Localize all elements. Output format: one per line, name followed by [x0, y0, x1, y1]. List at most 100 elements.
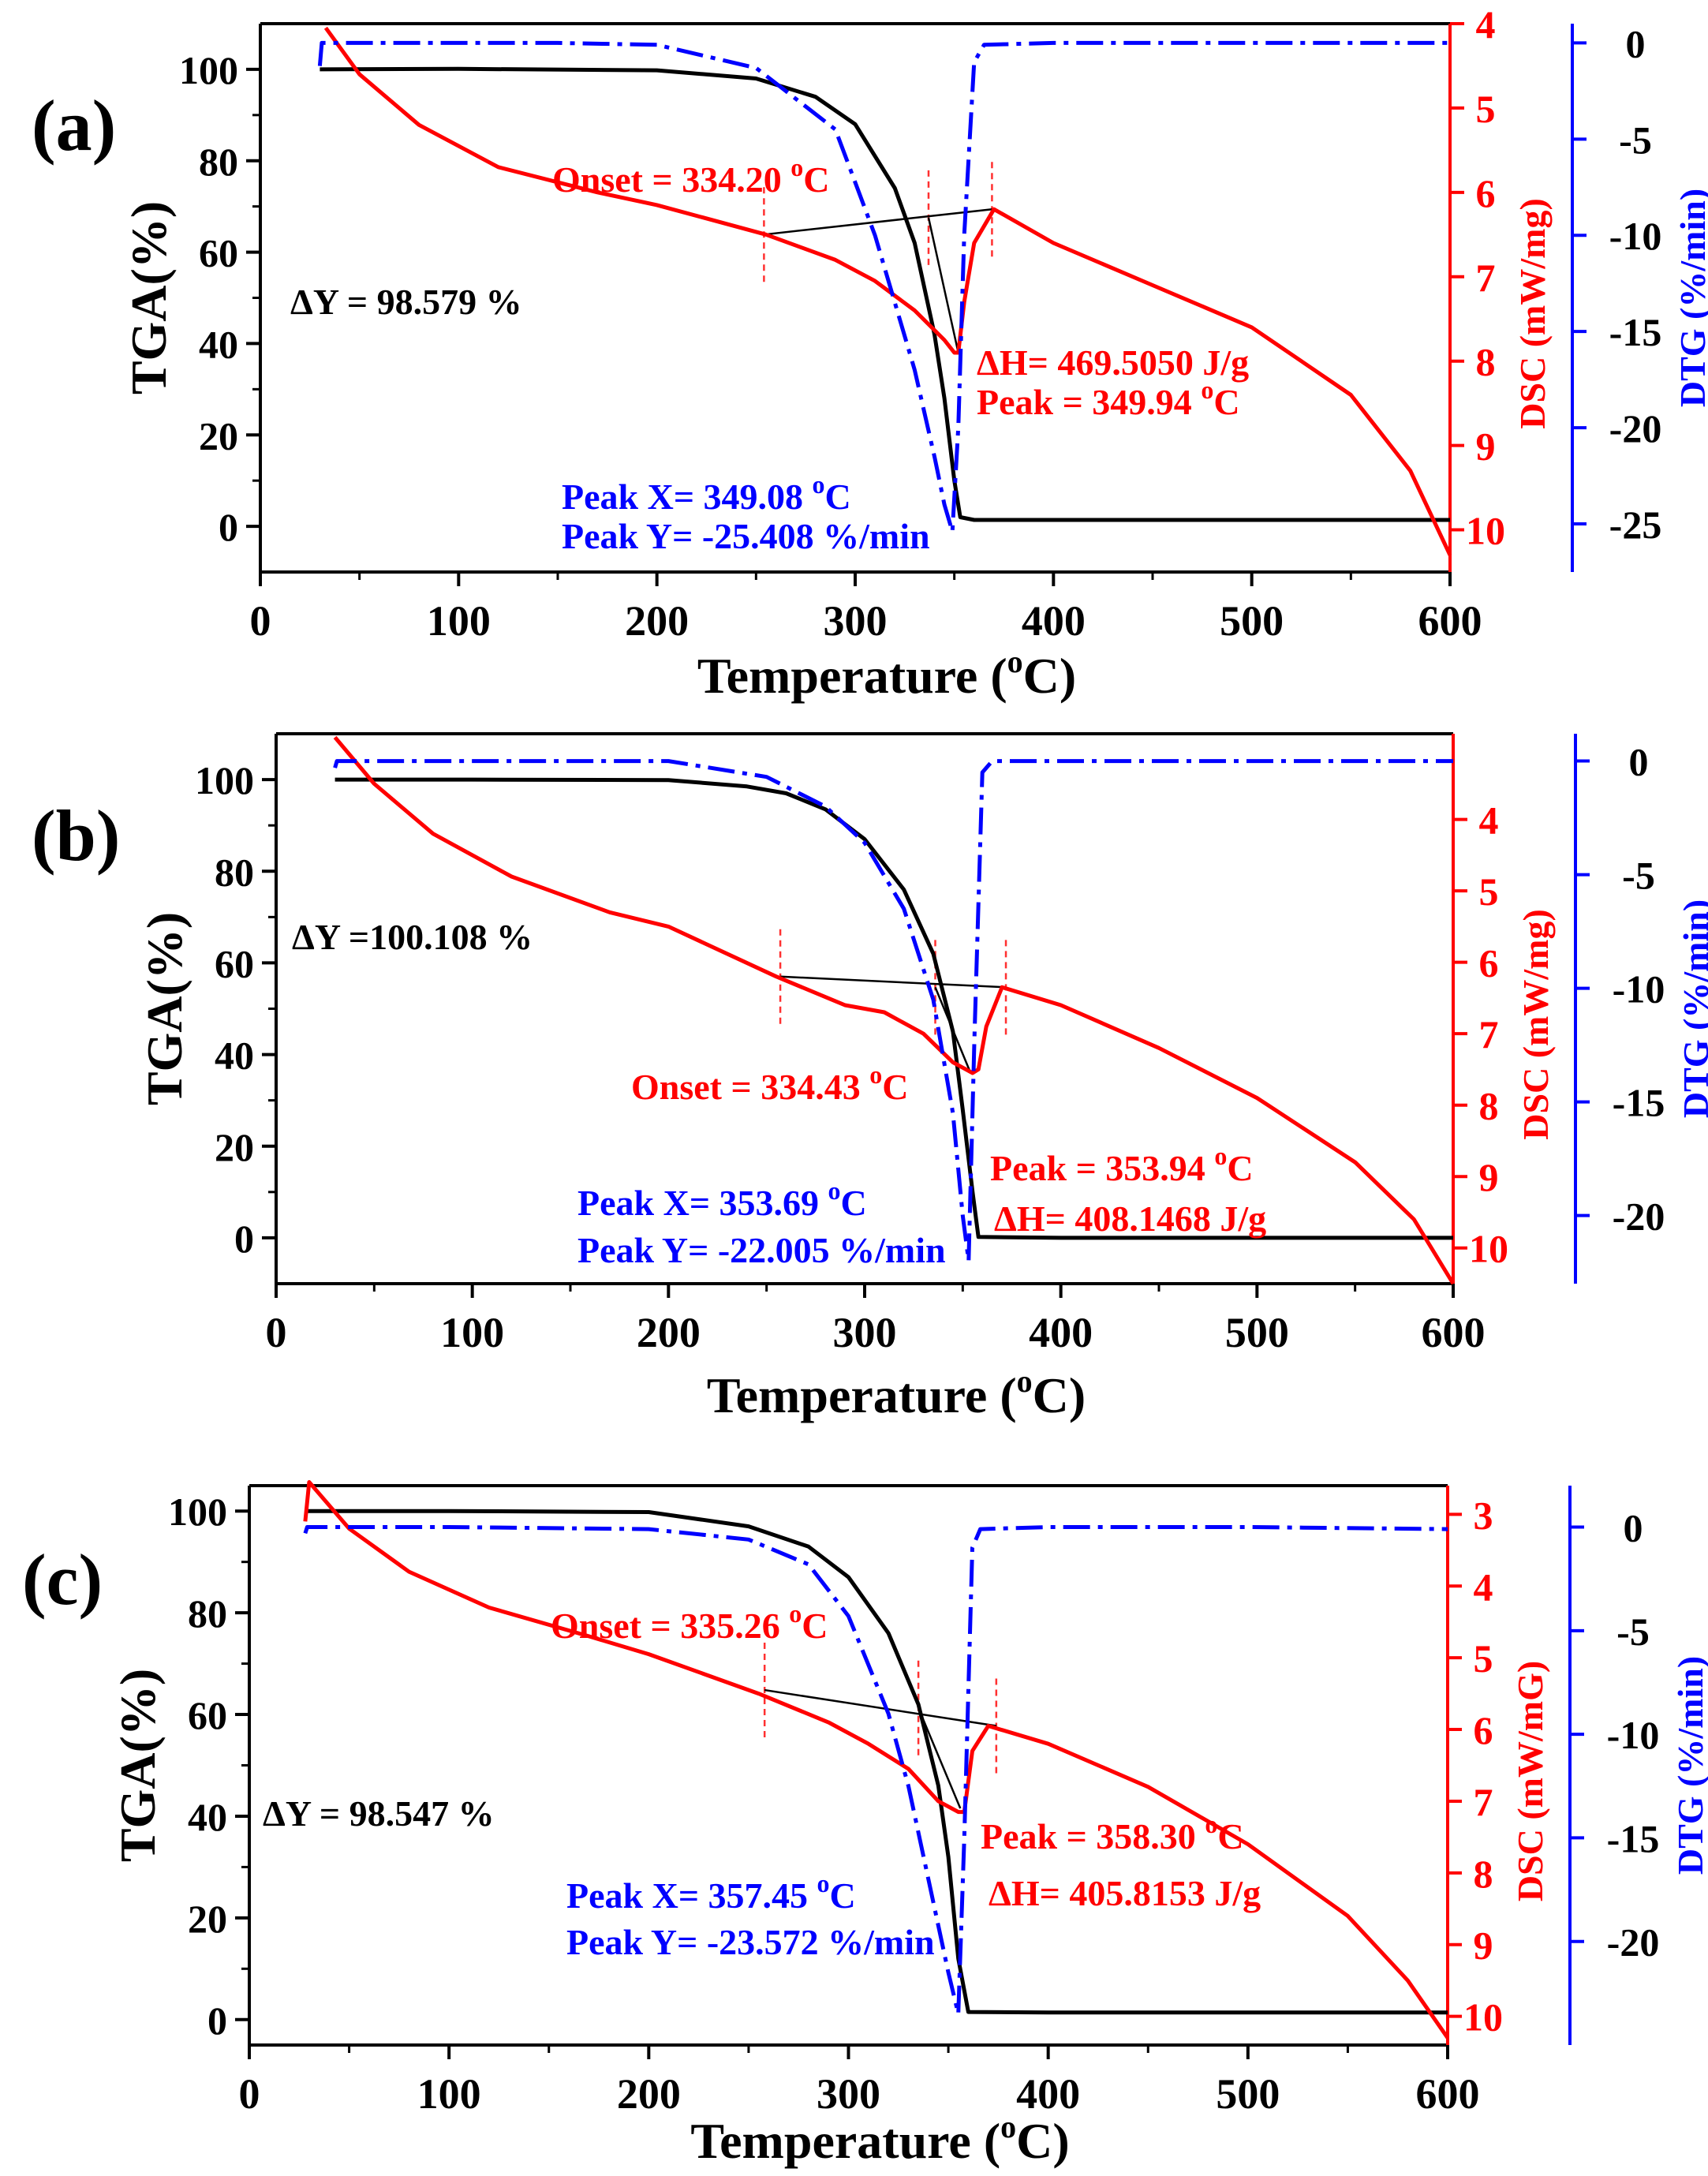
x-axis-title-sup: o	[1007, 644, 1023, 679]
annotation-text: Onset = 334.20	[552, 159, 790, 200]
x-axis-title-tail: C)	[1023, 648, 1077, 704]
dsc-tick-label: 8	[1479, 1084, 1499, 1128]
x-axis-title-main: Temperature (	[690, 2113, 1000, 2169]
annotation: Peak X= 357.45 oC	[566, 1869, 856, 1916]
x-tick-label: 300	[833, 1309, 897, 1356]
x-tick-label: 300	[817, 2070, 880, 2118]
annotation: ΔY = 98.579 %	[290, 282, 522, 322]
tga-tick-label: 40	[215, 1034, 254, 1078]
x-tick-label: 300	[824, 597, 888, 645]
dsc-tick-label: 9	[1474, 1924, 1493, 1968]
dtg-tick-label: 0	[1624, 1506, 1643, 1550]
dsc-tick-label: 7	[1474, 1780, 1493, 1824]
series-dsc-line	[333, 735, 1456, 1285]
annotation-text: Peak X= 349.08	[562, 477, 813, 517]
x-axis-title-sup: o	[1000, 2109, 1016, 2144]
dsc-tick-label: 5	[1479, 869, 1499, 914]
tga-tick-label: 40	[188, 1795, 227, 1839]
x-tick-label: 100	[440, 1309, 504, 1356]
tga-tick-label: 100	[168, 1490, 227, 1534]
dsc-tick-label: 4	[1474, 1565, 1493, 1609]
annotation-text: ΔH= 405.8153 J/g	[989, 1873, 1261, 1913]
dsc-tick-label: 10	[1466, 509, 1505, 553]
x-tick-label: 100	[427, 597, 491, 645]
annotation-text: Peak = 349.94	[977, 382, 1201, 422]
dtg-tick-label: -10	[1609, 214, 1662, 258]
series-dtg-line	[317, 40, 1450, 534]
annotation-text: ΔY = 98.547 %	[263, 1793, 495, 1834]
x-tick-label: 600	[1418, 597, 1482, 645]
series-dsc-line	[323, 26, 1452, 556]
tga-tick-label: 40	[199, 322, 238, 366]
dtg-tick-label: 0	[1626, 21, 1646, 65]
annotation: Peak = 353.94 oC	[990, 1142, 1254, 1188]
annotation: ΔH= 408.1468 J/g	[994, 1198, 1266, 1239]
x-axis-title: Temperature (oC)	[697, 644, 1076, 704]
annotation: Peak Y= -22.005 %/min	[577, 1230, 946, 1270]
x-axis-title-main: Temperature (	[707, 1367, 1017, 1423]
annotation-text: Peak Y= -22.005 %/min	[577, 1230, 946, 1270]
annotation-sup: o	[817, 1869, 830, 1897]
annotation-text: Peak Y= -23.572 %/min	[566, 1922, 935, 1962]
panel-label: (c)	[22, 1539, 103, 1620]
annotation: Peak Y= -25.408 %/min	[562, 516, 930, 556]
annotation: Peak Y= -23.572 %/min	[566, 1922, 935, 1962]
tga-tick-label: 100	[179, 48, 238, 92]
dsc-tick-label: 10	[1463, 1995, 1503, 2040]
annotation-sup: o	[1201, 376, 1213, 404]
dtg-axis-title: DTG (%/min)	[1672, 189, 1708, 407]
dsc-axis-title: DSC (mW/mg)	[1512, 198, 1553, 429]
dtg-tick-label: -10	[1613, 967, 1665, 1011]
annotation-tail: C	[803, 159, 829, 200]
x-tick-label: 400	[1029, 1309, 1093, 1356]
dsc-tick-label: 3	[1474, 1493, 1493, 1537]
x-tick-label: 0	[250, 597, 271, 645]
dsc-tick-label: 7	[1479, 1012, 1499, 1056]
dsc-axis-title: DSC (mW/mG)	[1510, 1661, 1550, 1901]
dsc-tick-label: 4	[1476, 2, 1496, 47]
annotation-tail: C	[1217, 1816, 1243, 1856]
annotation-sup: o	[828, 1176, 841, 1205]
tga-tick-label: 80	[199, 140, 238, 184]
x-tick-label: 500	[1225, 1309, 1289, 1356]
series-tga-line	[334, 777, 1453, 1240]
dsc-tick-label: 8	[1474, 1852, 1493, 1896]
annotation: ΔY = 98.547 %	[263, 1793, 495, 1834]
dtg-tick-label: -15	[1613, 1081, 1665, 1125]
dtg-tick-label: -15	[1607, 1816, 1660, 1860]
dsc-tick-label: 8	[1476, 340, 1496, 384]
annotation-text: ΔH= 408.1468 J/g	[994, 1198, 1266, 1239]
annotation-text: Peak = 353.94	[990, 1148, 1214, 1188]
tga-tick-label: 20	[215, 1125, 254, 1169]
dsc-slope-tangent	[927, 217, 959, 353]
x-axis-title-tail: C)	[1033, 1367, 1086, 1423]
annotation: Peak X= 349.08 oC	[562, 470, 851, 517]
annotation: Onset = 334.43 oC	[631, 1060, 908, 1107]
annotation: Peak X= 353.69 oC	[577, 1176, 867, 1223]
tga-axis-title: TGA(%)	[110, 1669, 166, 1862]
x-tick-label: 200	[617, 2070, 681, 2118]
tga-axis-title: TGA(%)	[121, 201, 177, 394]
annotation-sup: o	[790, 153, 803, 181]
dsc-tick-label: 5	[1474, 1636, 1493, 1681]
tga-tick-label: 20	[199, 413, 238, 458]
x-tick-label: 0	[266, 1309, 287, 1356]
annotation: ΔH= 469.5050 J/g	[977, 342, 1249, 383]
series-dtg-line	[303, 1525, 1448, 2017]
dtg-axis-title: DTG (%/min)	[1670, 1656, 1708, 1875]
annotation-tail: C	[802, 1606, 828, 1646]
x-tick-label: 0	[239, 2070, 260, 2118]
annotation-sup: o	[789, 1599, 802, 1628]
dtg-tick-label: 0	[1629, 740, 1649, 784]
annotation-text: ΔY =100.108 %	[292, 917, 533, 957]
annotation-text: Peak = 358.30	[981, 1816, 1205, 1856]
x-axis-title-tail: C)	[1016, 2113, 1070, 2169]
dtg-tick-label: -10	[1607, 1713, 1660, 1757]
x-tick-label: 600	[1422, 1309, 1486, 1356]
x-axis-title: Temperature (oC)	[707, 1363, 1086, 1423]
dsc-tick-label: 4	[1479, 798, 1499, 843]
x-tick-label: 500	[1220, 597, 1284, 645]
dtg-tick-label: -20	[1609, 406, 1662, 451]
